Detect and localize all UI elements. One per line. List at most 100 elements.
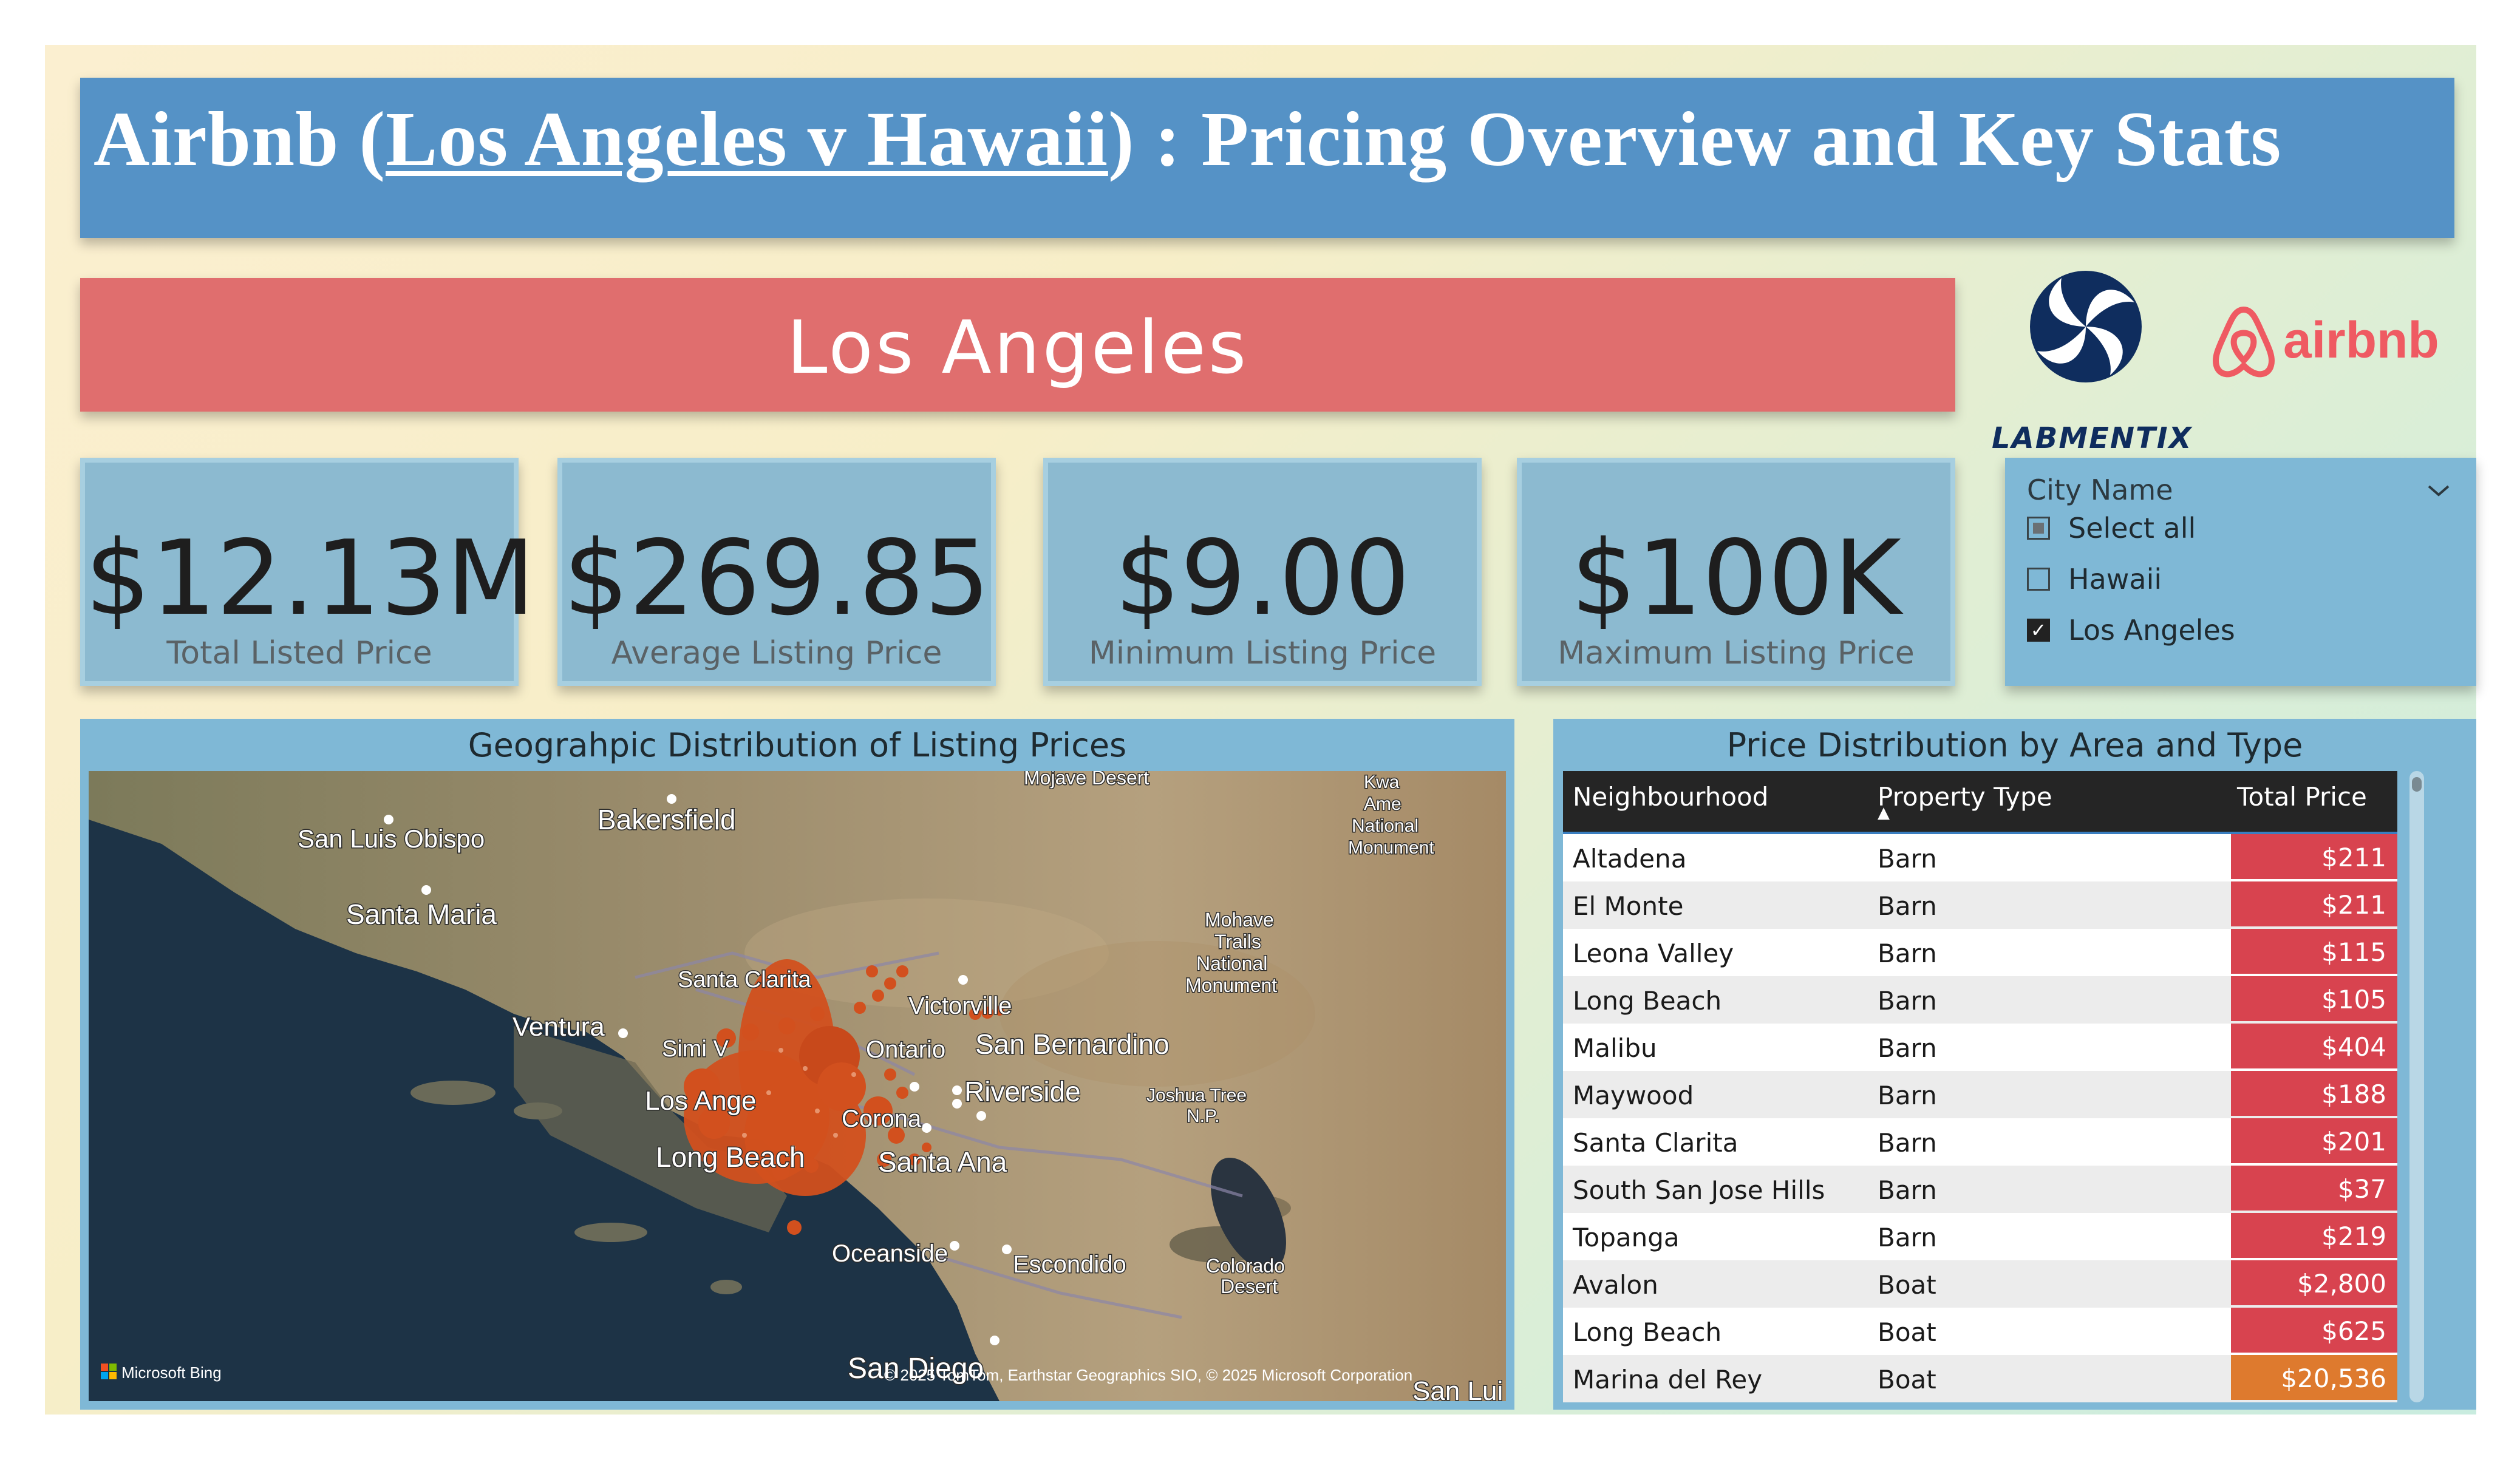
slicer-option-select-all[interactable]: Select all	[2027, 510, 2196, 546]
kpi-value: $12.13M	[85, 518, 536, 639]
column-header-property-type[interactable]: Property Type	[1878, 782, 2052, 812]
table-row[interactable]: Altadena Barn $211	[1563, 834, 2397, 881]
svg-text:Santa Ana: Santa Ana	[878, 1146, 1007, 1178]
table-row[interactable]: Maywood Barn $188	[1563, 1071, 2397, 1118]
slicer-option-hawaii[interactable]: Hawaii	[2027, 561, 2162, 597]
map-labels: San Luis Obispo Bakersfield Santa Maria …	[297, 771, 1504, 1401]
table-row[interactable]: Marina del Rey Boat $20,536	[1563, 1355, 2397, 1402]
table-row[interactable]: Leona Valley Barn $115	[1563, 929, 2397, 976]
cell-neighbourhood: Maywood	[1573, 1081, 1694, 1110]
empty-checkbox-icon[interactable]	[2027, 568, 2050, 591]
cell-total-price: $20,536	[2231, 1355, 2397, 1400]
dashboard-canvas: Airbnb (Los Angeles v Hawaii) : Pricing …	[45, 45, 2476, 1415]
table-row[interactable]: Santa Clarita Barn $201	[1563, 1118, 2397, 1166]
table-title: Price Distribution by Area and Type	[1726, 726, 2303, 764]
svg-text:San Bernardino: San Bernardino	[975, 1028, 1170, 1060]
table-scrollbar[interactable]	[2409, 771, 2424, 1402]
kpi-card-total-listed-price: $12.13M Total Listed Price	[80, 458, 536, 686]
listing-price-bubbles[interactable]	[684, 959, 1004, 1235]
svg-text:San Luis Obispo: San Luis Obispo	[298, 824, 485, 853]
kpi-value: $9.00	[1114, 518, 1411, 639]
svg-text:Mojave Desert: Mojave Desert	[1024, 771, 1149, 789]
airbnb-logo: airbnb	[2210, 302, 2453, 387]
cell-property-type: Barn	[1878, 986, 1937, 1016]
checked-checkbox-icon[interactable]: ✓	[2027, 619, 2050, 642]
slicer-option-los-angeles[interactable]: ✓ Los Angeles	[2027, 612, 2235, 648]
slicer-title: City Name	[2027, 474, 2173, 506]
svg-text:Los Ange: Los Ange	[645, 1086, 757, 1116]
cell-neighbourhood: Altadena	[1573, 844, 1687, 874]
cell-property-type: Barn	[1878, 1223, 1937, 1252]
cell-neighbourhood: Long Beach	[1573, 1317, 1722, 1347]
map-title: Geograhpic Distribution of Listing Price…	[468, 726, 1127, 764]
cell-total-price: $2,800	[2231, 1260, 2397, 1305]
kpi-label: Total Listed Price	[166, 635, 432, 671]
map-visual[interactable]: San Luis Obispo Bakersfield Santa Maria …	[89, 771, 1506, 1401]
city-name-slicer[interactable]: City Name Select all Hawaii ✓ Los Angele…	[2005, 458, 2476, 686]
cell-property-type: Barn	[1878, 939, 1937, 968]
map-attribution: © 2025 TomTom, Earthstar Geographics SIO…	[884, 1366, 1412, 1384]
cell-property-type: Barn	[1878, 1175, 1937, 1205]
kpi-label: Average Listing Price	[611, 635, 942, 671]
cell-property-type: Barn	[1878, 844, 1937, 874]
svg-text:San Diego: San Diego	[848, 1353, 984, 1385]
cell-neighbourhood: South San Jose Hills	[1573, 1175, 1825, 1205]
cell-total-price: $201	[2231, 1118, 2397, 1163]
svg-text:Bakersfield: Bakersfield	[598, 804, 736, 835]
cell-total-price: $115	[2231, 929, 2397, 974]
svg-text:Ontario: Ontario	[866, 1036, 945, 1063]
sort-ascending-icon[interactable]: ▲	[1878, 804, 1890, 822]
title-underlined: Los Angeles v Hawaii	[386, 96, 1108, 182]
column-header-neighbourhood[interactable]: Neighbourhood	[1573, 782, 1769, 812]
column-header-total-price[interactable]: Total Price	[2237, 782, 2367, 812]
table-panel: Price Distribution by Area and Type Neig…	[1553, 719, 2476, 1410]
cell-total-price: $37	[2231, 1166, 2397, 1211]
kpi-value: $100K	[1570, 518, 1902, 639]
cell-property-type: Barn	[1878, 1128, 1937, 1158]
table-row[interactable]: El Monte Barn $211	[1563, 881, 2397, 929]
cell-total-price: $625	[2231, 1308, 2397, 1353]
cell-neighbourhood: Topanga	[1573, 1223, 1680, 1252]
cell-property-type: Barn	[1878, 891, 1937, 921]
cell-total-price: $105	[2231, 976, 2397, 1021]
table-row[interactable]: Long Beach Boat $625	[1563, 1308, 2397, 1355]
chevron-down-icon[interactable]	[2426, 474, 2451, 506]
cell-total-price: $404	[2231, 1024, 2397, 1068]
table-row[interactable]: Avalon Boat $2,800	[1563, 1260, 2397, 1308]
svg-text:Simi V: Simi V	[662, 1036, 729, 1062]
page-title: Airbnb (Los Angeles v Hawaii) : Pricing …	[94, 96, 2282, 182]
table-row[interactable]: Topanga Barn $219	[1563, 1213, 2397, 1260]
cell-property-type: Barn	[1878, 1033, 1937, 1063]
satellite-map[interactable]: San Luis Obispo Bakersfield Santa Maria …	[89, 771, 1506, 1401]
table-row[interactable]: Long Beach Barn $105	[1563, 976, 2397, 1024]
partial-checkbox-icon[interactable]	[2027, 517, 2050, 540]
kpi-card-average-listing-price: $269.85 Average Listing Price	[557, 458, 996, 686]
svg-text:Trails: Trails	[1214, 931, 1261, 953]
cell-neighbourhood: Malibu	[1573, 1033, 1657, 1063]
svg-text:National: National	[1352, 816, 1418, 836]
svg-text:Ventura: Ventura	[513, 1012, 605, 1042]
microsoft-bing-logo: Microsoft Bing	[101, 1364, 222, 1382]
kpi-card-minimum-listing-price: $9.00 Minimum Listing Price	[1043, 458, 1482, 686]
map-city-dots	[384, 794, 1012, 1345]
slicer-option-label: Hawaii	[2068, 563, 2162, 596]
svg-text:Kwa: Kwa	[1364, 772, 1400, 792]
cell-total-price: $219	[2231, 1213, 2397, 1258]
svg-text:Victorville: Victorville	[908, 993, 1012, 1019]
kpi-label: Minimum Listing Price	[1088, 635, 1437, 671]
labmentix-mark-icon	[2030, 271, 2142, 382]
svg-text:San Lui: San Lui	[1412, 1376, 1503, 1401]
table-row[interactable]: Malibu Barn $404	[1563, 1024, 2397, 1071]
scrollbar-thumb[interactable]	[2412, 777, 2422, 792]
cell-neighbourhood: Marina del Rey	[1573, 1365, 1763, 1394]
slicer-option-label: Los Angeles	[2068, 614, 2235, 647]
cell-property-type: Boat	[1878, 1365, 1936, 1394]
svg-text:Riverside: Riverside	[964, 1076, 1081, 1107]
kpi-value: $269.85	[563, 518, 990, 639]
kpi-label: Maximum Listing Price	[1558, 635, 1915, 671]
svg-text:Monument: Monument	[1185, 974, 1277, 996]
cell-neighbourhood: Santa Clarita	[1573, 1128, 1738, 1158]
header-underline	[1563, 832, 2397, 834]
table-row[interactable]: South San Jose Hills Barn $37	[1563, 1166, 2397, 1213]
svg-text:Santa Maria: Santa Maria	[346, 898, 497, 930]
